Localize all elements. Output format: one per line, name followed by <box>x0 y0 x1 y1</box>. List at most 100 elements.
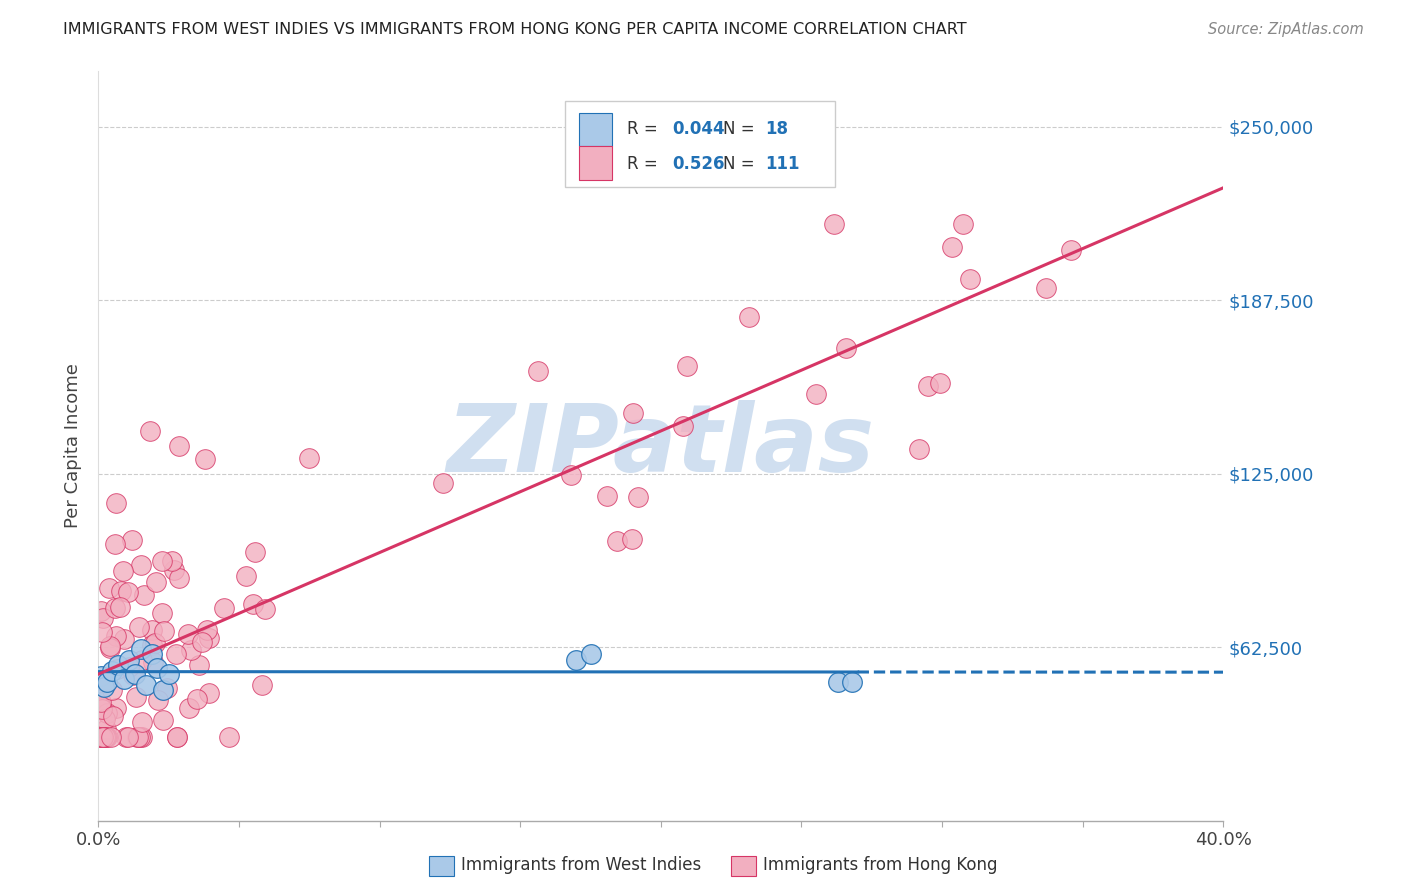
Point <box>134 588 156 602</box>
Point <box>908 442 931 456</box>
Point <box>96 674 118 689</box>
Point <box>952 217 974 231</box>
Point <box>252 678 274 692</box>
Point <box>110 583 132 598</box>
Point <box>98 639 121 653</box>
Point <box>128 620 150 634</box>
Point <box>90 604 112 618</box>
Point <box>96 706 118 720</box>
Point <box>606 534 628 549</box>
Point <box>125 731 148 745</box>
Point <box>91 674 114 689</box>
Point <box>167 439 190 453</box>
Point <box>146 661 169 675</box>
Point <box>91 701 114 715</box>
Point <box>93 681 115 695</box>
Point <box>145 636 167 650</box>
Text: R =: R = <box>627 120 664 138</box>
Point <box>527 364 550 378</box>
Point <box>841 674 863 689</box>
Point <box>90 624 112 639</box>
Point <box>100 731 122 745</box>
Point <box>194 451 217 466</box>
Point <box>115 731 138 745</box>
Point <box>90 731 112 745</box>
Point <box>105 662 128 676</box>
Point <box>432 476 454 491</box>
Point <box>110 600 132 615</box>
Point <box>117 584 139 599</box>
Point <box>129 731 152 745</box>
Text: 111: 111 <box>765 154 800 172</box>
Point <box>141 639 163 653</box>
Point <box>153 624 176 638</box>
Text: Immigrants from West Indies: Immigrants from West Indies <box>461 856 702 874</box>
Point <box>163 563 186 577</box>
Point <box>98 641 121 656</box>
Point <box>959 272 981 286</box>
Point <box>672 419 695 434</box>
Point <box>621 532 644 546</box>
Point <box>929 376 952 390</box>
FancyBboxPatch shape <box>565 102 835 187</box>
Point <box>198 686 221 700</box>
Point <box>1060 243 1083 257</box>
Point <box>191 635 214 649</box>
Point <box>166 731 188 745</box>
Point <box>96 722 118 736</box>
Point <box>96 731 118 745</box>
Point <box>167 571 190 585</box>
Point <box>118 660 141 674</box>
Point <box>212 601 235 615</box>
Point <box>560 467 582 482</box>
Point <box>107 658 129 673</box>
Point <box>150 554 173 568</box>
Point <box>139 425 162 439</box>
Point <box>121 533 143 548</box>
Text: Immigrants from Hong Kong: Immigrants from Hong Kong <box>763 856 998 874</box>
Point <box>98 581 121 595</box>
Text: IMMIGRANTS FROM WEST INDIES VS IMMIGRANTS FROM HONG KONG PER CAPITA INCOME CORRE: IMMIGRANTS FROM WEST INDIES VS IMMIGRANT… <box>63 22 967 37</box>
Point <box>242 597 264 611</box>
Point <box>104 537 127 551</box>
Point <box>90 700 112 714</box>
Point <box>91 731 114 745</box>
Point <box>127 731 149 745</box>
Point <box>565 653 588 667</box>
Point <box>823 217 845 231</box>
Point <box>101 664 124 678</box>
Text: N =: N = <box>723 154 759 172</box>
Text: R =: R = <box>627 154 664 172</box>
Point <box>621 406 644 420</box>
Point <box>941 239 963 253</box>
Point <box>180 643 202 657</box>
Point <box>112 564 135 578</box>
Point <box>94 731 117 745</box>
Point <box>135 678 157 692</box>
FancyBboxPatch shape <box>579 112 613 146</box>
Point <box>105 701 128 715</box>
Point <box>156 681 179 695</box>
Point <box>129 558 152 573</box>
FancyBboxPatch shape <box>579 146 613 180</box>
Point <box>738 310 761 325</box>
Point <box>198 632 221 646</box>
Point <box>131 731 153 745</box>
Point <box>596 489 619 503</box>
Text: 0.044: 0.044 <box>672 120 724 138</box>
Point <box>90 731 112 745</box>
Point <box>94 712 117 726</box>
Point <box>118 653 141 667</box>
Point <box>131 652 153 666</box>
Point <box>177 627 200 641</box>
Point <box>152 713 174 727</box>
Point <box>141 623 163 637</box>
Point <box>112 632 135 646</box>
Point <box>91 611 114 625</box>
Text: 18: 18 <box>765 120 789 138</box>
Point <box>121 668 143 682</box>
Point <box>142 656 165 670</box>
Point <box>235 569 257 583</box>
Point <box>101 709 124 723</box>
Point <box>104 601 127 615</box>
